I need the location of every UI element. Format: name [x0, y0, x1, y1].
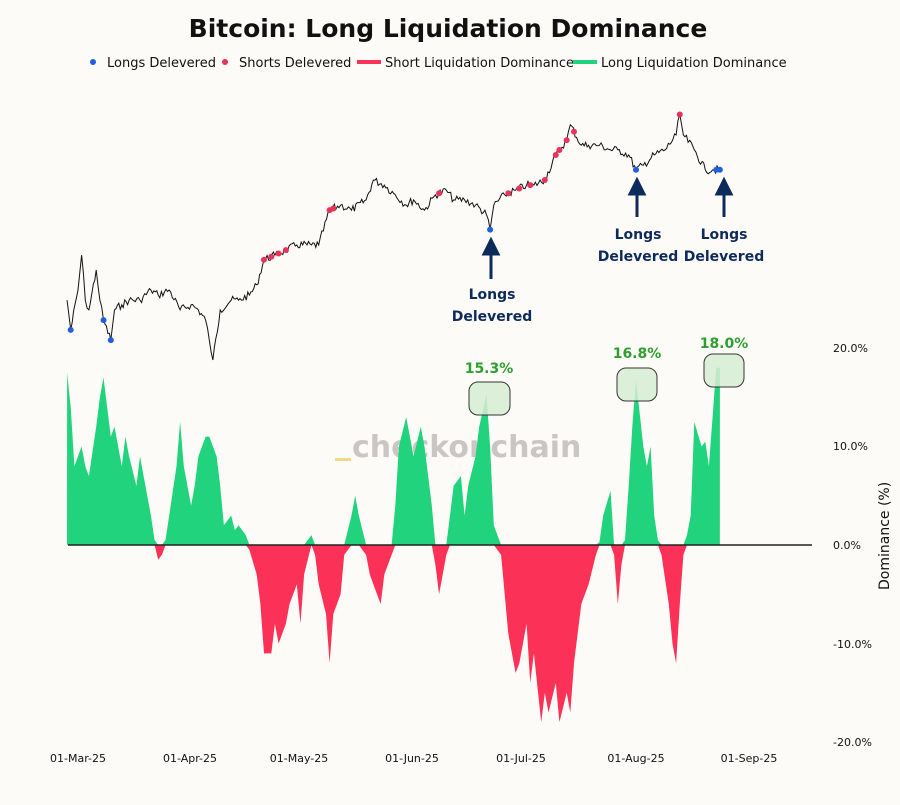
- legend: Longs Delevered Shorts Delevered Short L…: [90, 56, 787, 71]
- peak-label: 16.8%: [613, 346, 662, 362]
- note-line1: Longs: [469, 287, 516, 303]
- legend-short-dom-swatch-icon: [357, 60, 381, 64]
- peak-highlight-box: [703, 353, 745, 388]
- peak-label: 18.0%: [700, 336, 749, 352]
- annotation-aug24: 18.0% Longs Delevered: [684, 176, 764, 388]
- peak-highlight-box: [616, 367, 658, 402]
- x-tick-mar: 01-Mar-25: [50, 752, 106, 765]
- x-tick-jul: 01-Jul-25: [496, 752, 546, 765]
- legend-long-dom-swatch-icon: [573, 60, 597, 64]
- shorts-delevered-dot: [275, 250, 282, 257]
- x-tick-apr: 01-Apr-25: [163, 752, 217, 765]
- annotation-jun: 15.3% Longs Delevered: [452, 236, 532, 416]
- watermark-underscore: [335, 458, 351, 461]
- legend-longs-delevered: Longs Delevered: [107, 56, 216, 71]
- shorts-delevered-dot: [282, 247, 289, 254]
- shorts-delevered-dot: [505, 190, 512, 197]
- legend-longs-dot-icon: [90, 59, 96, 65]
- legend-shorts-delevered: Shorts Delevered: [239, 56, 351, 71]
- note-line1: Longs: [615, 227, 662, 243]
- longs-delevered-dot: [632, 166, 639, 173]
- x-tick-jun: 01-Jun-25: [385, 752, 439, 765]
- shorts-delevered-dot: [676, 111, 683, 118]
- shorts-delevered-dot: [541, 177, 548, 184]
- shorts-delevered-dot: [556, 147, 563, 154]
- longs-delevered-dot: [716, 166, 723, 173]
- legend-short-dominance: Short Liquidation Dominance: [385, 56, 574, 71]
- up-arrow-icon: [714, 176, 734, 217]
- y-axis-label: Dominance (%): [877, 482, 893, 590]
- y-axis: 20.0% 10.0% 0.0% -10.0% -20.0% Dominance…: [833, 342, 893, 749]
- shorts-delevered-dot: [516, 185, 523, 192]
- x-tick-may: 01-May-25: [270, 752, 328, 765]
- annotation-aug1: 16.8% Longs Delevered: [598, 176, 678, 402]
- y-tick-0: 0.0%: [833, 539, 861, 552]
- longs-delevered-dot: [487, 226, 494, 233]
- short-dominance-area: [67, 545, 720, 723]
- y-tick-10: 10.0%: [833, 440, 868, 453]
- shorts-delevered-dot: [552, 151, 559, 158]
- peak-label: 15.3%: [465, 361, 514, 377]
- note-line2: Delevered: [452, 309, 532, 325]
- longs-delevered-dot: [100, 317, 107, 324]
- y-tick-neg20: -20.0%: [833, 736, 872, 749]
- shorts-delevered-dot: [260, 256, 267, 263]
- y-tick-20: 20.0%: [833, 342, 868, 355]
- note-line1: Longs: [701, 227, 748, 243]
- note-line2: Delevered: [598, 249, 678, 265]
- legend-long-dominance: Long Liquidation Dominance: [601, 56, 787, 71]
- watermark: checkonchain: [335, 430, 581, 465]
- x-axis: 01-Mar-25 01-Apr-25 01-May-25 01-Jun-25 …: [50, 752, 777, 765]
- shorts-delevered-dot: [436, 190, 443, 197]
- shorts-delevered-dot: [570, 128, 577, 135]
- longs-delevered-dot: [67, 326, 74, 333]
- x-tick-aug: 01-Aug-25: [607, 752, 664, 765]
- watermark-text: checkonchain: [352, 430, 581, 465]
- longs-delevered-dot: [107, 337, 114, 344]
- chart-title: Bitcoin: Long Liquidation Dominance: [189, 14, 708, 43]
- legend-shorts-dot-icon: [222, 59, 228, 65]
- long-dominance-area: [67, 367, 720, 545]
- shorts-delevered-dot: [330, 205, 337, 212]
- note-line2: Delevered: [684, 249, 764, 265]
- up-arrow-icon: [627, 176, 647, 217]
- shorts-delevered-dot: [563, 137, 570, 144]
- y-tick-neg10: -10.0%: [833, 638, 872, 651]
- price-line: [66, 114, 721, 361]
- x-tick-sep: 01-Sep-25: [721, 752, 778, 765]
- shorts-delevered-dot: [268, 253, 275, 260]
- up-arrow-icon: [481, 236, 501, 279]
- shorts-delevered-dot: [527, 182, 534, 189]
- peak-highlight-box: [468, 381, 511, 416]
